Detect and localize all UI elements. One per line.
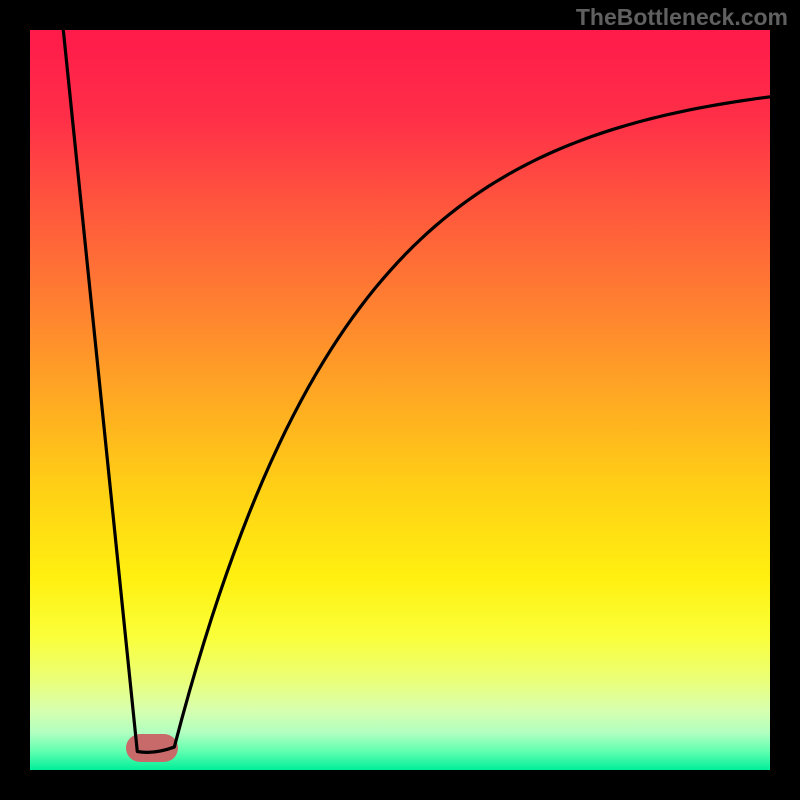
- watermark-text: TheBottleneck.com: [576, 4, 788, 31]
- bottleneck-curve: [63, 30, 770, 752]
- chart-container: TheBottleneck.com: [0, 0, 800, 800]
- plot-area: [30, 30, 770, 770]
- curve-layer: [30, 30, 770, 770]
